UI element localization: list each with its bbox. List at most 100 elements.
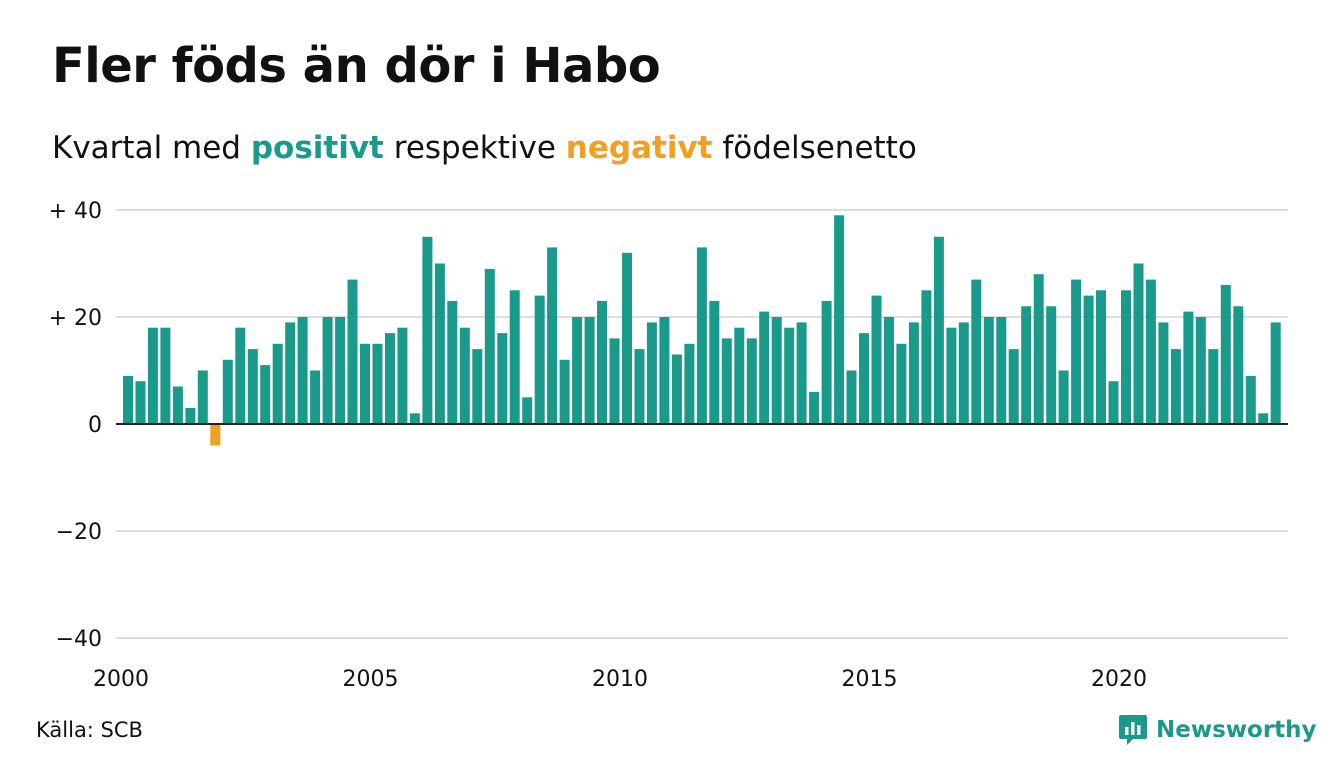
- bar-positive: [933, 236, 944, 425]
- bar-positive: [646, 322, 657, 424]
- bar-positive: [859, 333, 869, 424]
- bar-positive: [1195, 317, 1206, 424]
- bar-positive: [197, 370, 208, 424]
- subtitle-suffix: födelsenetto: [722, 130, 917, 166]
- bar-positive: [310, 370, 321, 424]
- bar-positive: [1058, 370, 1069, 424]
- bar-positive: [597, 300, 607, 424]
- bar-negative: [210, 424, 221, 446]
- bar-positive: [260, 365, 271, 424]
- bar-positive: [784, 327, 795, 424]
- bar-positive: [759, 311, 770, 424]
- subtitle-positive-word: positivt: [250, 130, 384, 166]
- bar-positive: [584, 317, 595, 424]
- bar-positive: [1008, 349, 1019, 424]
- bar-positive: [360, 343, 370, 425]
- bar-positive: [908, 322, 919, 424]
- bar-positive: [397, 327, 408, 424]
- bar-positive: [484, 268, 495, 424]
- bar-positive: [821, 300, 832, 424]
- bar-positive: [1145, 279, 1156, 424]
- bar-positive: [409, 413, 420, 424]
- subtitle-negative-word: negativt: [565, 130, 713, 166]
- bar-positive: [509, 290, 520, 425]
- chart-title: Fler föds än dör i Habo: [52, 38, 661, 94]
- bar-positive: [1046, 306, 1057, 424]
- bar-positive: [1270, 322, 1281, 424]
- bar-positive: [983, 317, 994, 424]
- bar-positive: [185, 408, 196, 424]
- x-axis-labels: 2000 2005 2010 2015 2020: [93, 667, 1147, 692]
- bar-positive: [734, 327, 745, 424]
- subtitle-prefix: Kvartal med: [52, 130, 241, 166]
- bar-positive: [235, 327, 246, 424]
- y-tick-label: −40: [56, 627, 102, 652]
- source-note: Källa: SCB: [36, 718, 143, 742]
- y-axis-labels: + 40 + 20 0 −20 −40: [49, 199, 102, 652]
- x-tick-label: 2010: [592, 667, 648, 692]
- bar-positive: [1033, 274, 1044, 424]
- bar-positive: [335, 317, 346, 424]
- bar-positive: [135, 381, 146, 424]
- bar-positive: [297, 317, 308, 424]
- bar-positive: [659, 317, 670, 424]
- bar-positive: [1021, 306, 1032, 424]
- bar-positive: [1108, 381, 1119, 424]
- bar-positive: [796, 322, 807, 424]
- y-tick-label: −20: [56, 520, 102, 545]
- bar-positive: [746, 338, 757, 424]
- y-tick-label: 0: [88, 413, 102, 438]
- bar-positive: [534, 295, 545, 424]
- bar-positive: [372, 343, 383, 425]
- bar-positive: [1258, 413, 1269, 424]
- bar-positive: [696, 247, 707, 424]
- bar-positive: [609, 338, 620, 424]
- bar-positive: [846, 370, 857, 424]
- bar-positive: [1121, 290, 1131, 425]
- bar-positive: [896, 343, 907, 425]
- x-tick-label: 2020: [1091, 667, 1147, 692]
- bar-positive: [472, 349, 483, 424]
- subtitle-middle: respektive: [393, 130, 556, 166]
- bar-positive: [871, 295, 882, 424]
- bar-positive: [1158, 322, 1169, 424]
- newsworthy-logo-icon: [1119, 715, 1147, 745]
- bar-positive: [497, 333, 508, 424]
- bar-positive: [1183, 311, 1194, 424]
- bar-positive: [1071, 279, 1082, 424]
- bar-positive: [172, 386, 183, 424]
- bar-positive: [123, 375, 133, 424]
- bar-positive: [572, 317, 583, 424]
- bar-positive: [771, 317, 782, 424]
- bar-chart: + 40 + 20 0 −20 −40 2000 2005 2010 2015 2020: [49, 199, 1288, 692]
- bar-positive: [1208, 349, 1219, 424]
- bar-positive: [1096, 290, 1106, 425]
- bar-positive: [709, 300, 720, 424]
- bar-positive: [1233, 306, 1244, 424]
- bar-positive: [559, 359, 570, 424]
- bar-positive: [921, 290, 932, 425]
- bar-positive: [996, 317, 1007, 424]
- bar-positive: [547, 247, 558, 424]
- bar-positive: [721, 338, 732, 424]
- bar-positive: [447, 300, 458, 424]
- x-tick-label: 2005: [343, 667, 399, 692]
- bar-positive: [634, 349, 645, 424]
- bar-positive: [247, 349, 258, 424]
- bar-positive: [459, 327, 470, 424]
- bar-positive: [958, 322, 969, 424]
- bar-positive: [884, 317, 894, 424]
- brand-name: Newsworthy: [1156, 717, 1317, 743]
- bar-positive: [1170, 349, 1181, 424]
- y-tick-label: + 20: [49, 306, 102, 331]
- bar-positive: [222, 359, 233, 424]
- bar-positive: [434, 263, 445, 424]
- bar-positive: [684, 343, 695, 425]
- bars-layer: [123, 215, 1281, 446]
- bar-positive: [272, 343, 283, 425]
- bar-positive: [322, 317, 333, 424]
- bar-positive: [422, 236, 433, 425]
- bar-positive: [1245, 375, 1256, 424]
- bar-positive: [522, 397, 533, 425]
- bar-positive: [1133, 263, 1144, 424]
